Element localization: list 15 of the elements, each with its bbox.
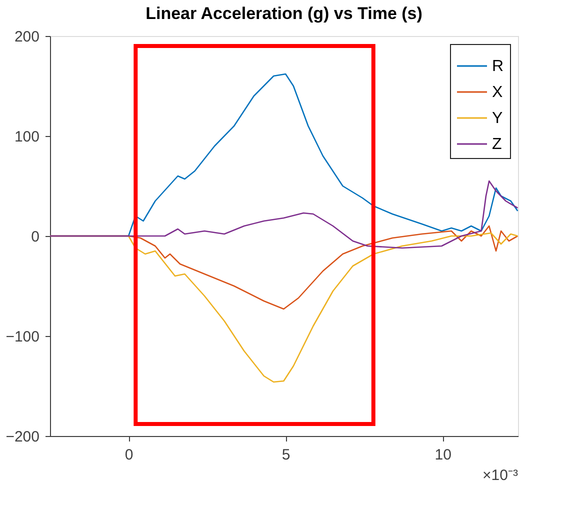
legend-label: Z — [492, 136, 502, 153]
legend-label: Y — [492, 110, 503, 127]
text: ×10⁻³ — [482, 467, 518, 484]
legend-label: R — [492, 58, 504, 75]
line-series — [50, 180, 518, 249]
y-tick-label: −100 — [6, 328, 40, 346]
chart-title: Linear Acceleration (g) vs Time (s) — [146, 4, 422, 23]
y-tick-label: −200 — [6, 428, 40, 446]
y-tick-label: 100 — [14, 128, 40, 146]
y-tick-label: 0 — [31, 228, 40, 246]
x-tick-label: 0 — [124, 446, 134, 464]
legend-label: X — [492, 84, 503, 101]
x-tick-label: 10 — [434, 446, 452, 464]
y-tick-label: 200 — [14, 28, 40, 46]
x-tick-label: 5 — [282, 446, 290, 464]
